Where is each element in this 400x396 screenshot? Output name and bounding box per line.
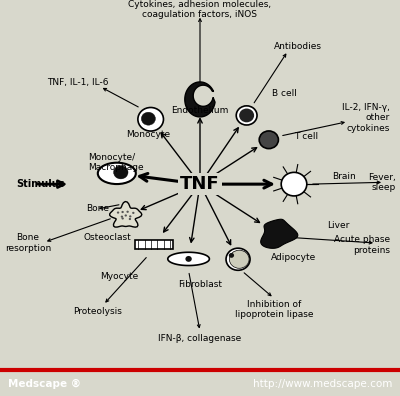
Text: Brain: Brain (332, 172, 356, 181)
Circle shape (124, 214, 127, 217)
Circle shape (185, 256, 192, 262)
Circle shape (281, 172, 307, 196)
Text: Cytokines, adhesion molecules,
coagulation factors, iNOS: Cytokines, adhesion molecules, coagulati… (128, 0, 272, 19)
Text: TNF: TNF (180, 175, 220, 193)
Text: IFN-β, collagenase: IFN-β, collagenase (158, 334, 242, 343)
Text: Stimulus: Stimulus (16, 179, 64, 189)
Circle shape (141, 112, 156, 125)
Circle shape (114, 166, 128, 179)
Text: Liver: Liver (327, 221, 350, 230)
Polygon shape (261, 219, 298, 248)
Circle shape (122, 217, 124, 219)
Circle shape (236, 106, 257, 125)
Circle shape (121, 215, 123, 218)
Text: Endothelium: Endothelium (171, 106, 229, 115)
Circle shape (132, 212, 134, 214)
Text: Acute phase
proteins: Acute phase proteins (334, 235, 390, 255)
Text: http://www.medscape.com: http://www.medscape.com (253, 379, 392, 389)
Text: Fever,
sleep: Fever, sleep (368, 173, 396, 192)
Text: TNF, IL-1, IL-6: TNF, IL-1, IL-6 (47, 78, 109, 88)
Text: Myocyte: Myocyte (100, 272, 138, 282)
Circle shape (239, 109, 254, 122)
Circle shape (129, 218, 131, 220)
Ellipse shape (98, 163, 136, 184)
Circle shape (117, 211, 119, 214)
Circle shape (122, 211, 124, 213)
Text: Fibroblast: Fibroblast (178, 280, 222, 289)
Polygon shape (185, 82, 215, 117)
Text: Monocyte/
Macrophage: Monocyte/ Macrophage (88, 153, 144, 173)
Bar (135, 240, 173, 249)
Text: IL-2, IFN-γ,
other
cytokines: IL-2, IFN-γ, other cytokines (342, 103, 390, 133)
Text: Inhibition of
lipoprotein lipase: Inhibition of lipoprotein lipase (235, 300, 313, 319)
Circle shape (129, 215, 132, 217)
Circle shape (259, 131, 278, 148)
Text: Antibodies: Antibodies (274, 42, 322, 51)
Text: T cell: T cell (294, 132, 318, 141)
Circle shape (229, 253, 234, 258)
Polygon shape (168, 252, 209, 266)
Text: Osteoclast: Osteoclast (83, 233, 131, 242)
Circle shape (126, 211, 129, 213)
Polygon shape (110, 202, 142, 227)
Text: Bone
resorption: Bone resorption (5, 233, 51, 253)
Text: Proteolysis: Proteolysis (74, 307, 122, 316)
Text: B cell: B cell (272, 89, 297, 99)
Circle shape (138, 107, 164, 131)
Text: Monocyte: Monocyte (126, 130, 170, 139)
Text: Medscape ®: Medscape ® (8, 379, 81, 389)
Circle shape (226, 248, 250, 270)
Circle shape (229, 250, 249, 268)
Text: Bone: Bone (86, 204, 110, 213)
Text: Adipocyte: Adipocyte (271, 253, 316, 262)
